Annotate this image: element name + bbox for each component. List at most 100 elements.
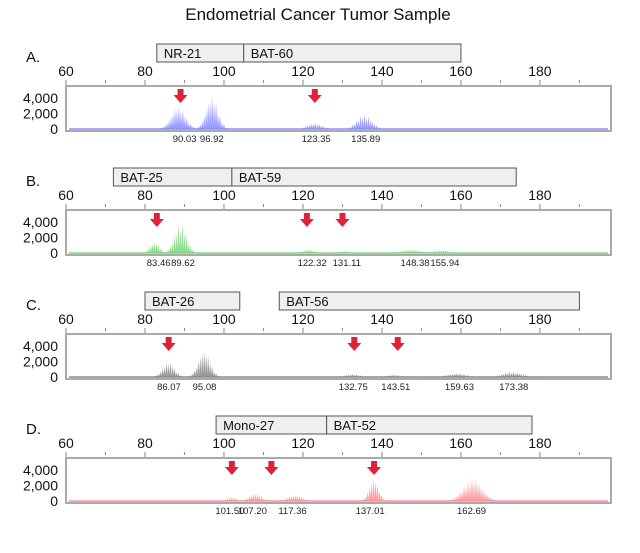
peak-spike	[394, 375, 398, 377]
peak-spike	[347, 374, 350, 377]
peak-spike	[492, 499, 495, 501]
peak-spike	[165, 362, 168, 377]
x-tick-label: 180	[528, 311, 552, 327]
peak-spike	[492, 376, 495, 377]
peak-spike	[195, 128, 198, 129]
peak-spike	[313, 250, 317, 253]
peak-spike	[302, 127, 305, 129]
peak-spike	[357, 119, 360, 129]
marker-box	[326, 415, 533, 435]
peak-spike	[391, 374, 394, 377]
peak-spike	[173, 234, 176, 253]
peak-spike	[171, 113, 175, 129]
peak-spike	[434, 250, 437, 253]
marker-label: BAT-26	[152, 294, 194, 309]
peak-spike	[173, 367, 176, 377]
peak-spike	[191, 373, 194, 377]
peak-spike	[498, 375, 501, 377]
peak-spike	[199, 356, 202, 377]
peak-spike	[199, 124, 202, 129]
peak-spike	[306, 499, 309, 501]
peak-spike	[411, 249, 414, 253]
peak-spike	[402, 376, 406, 377]
plot-area	[65, 333, 612, 380]
peak-spike	[376, 483, 379, 501]
peak-spike	[419, 251, 422, 253]
peak-spike	[364, 496, 367, 501]
plot-area	[65, 209, 612, 256]
peak-spike	[382, 498, 385, 501]
arrow-down-icon	[264, 461, 279, 475]
peak-spike	[462, 374, 466, 377]
peak-spike	[528, 375, 531, 377]
peak-size-label: 89.62	[171, 258, 195, 269]
peak-spike	[468, 375, 472, 377]
peak-spike	[299, 251, 303, 253]
peak-spike	[181, 376, 184, 377]
peak-spike	[185, 117, 189, 129]
peak-spike	[294, 495, 297, 501]
peak-spike	[169, 116, 173, 129]
peak-spike	[228, 497, 231, 501]
peak-spike	[171, 242, 174, 253]
x-tick-label: 160	[449, 435, 473, 451]
peak-spike	[347, 251, 350, 253]
peak-spike	[252, 493, 255, 501]
peak-spike	[385, 375, 388, 377]
peak-spike	[510, 372, 513, 377]
peak-spike	[167, 249, 170, 253]
x-tick-label: 160	[449, 187, 473, 203]
peak-size-label: 122.32	[298, 258, 327, 269]
peak-spike	[304, 499, 307, 501]
peak-spike	[504, 372, 507, 377]
y-tick-label: 0	[50, 245, 58, 261]
peak-spike	[179, 111, 183, 129]
marker-label: Mono-27	[223, 418, 274, 433]
peak-spike	[365, 117, 368, 129]
peak-spike	[417, 250, 420, 253]
peak-spike	[391, 252, 395, 253]
peak-spike	[374, 481, 377, 501]
peak-spike	[214, 373, 218, 377]
peak-spike	[373, 124, 376, 129]
peak-spike	[298, 128, 301, 129]
plot-area	[65, 85, 612, 132]
peak-spike	[302, 497, 305, 501]
peak-size-label: 173.38	[499, 382, 528, 393]
y-tick-label: 0	[50, 493, 58, 509]
peak-spike	[167, 120, 171, 129]
arrow-down-icon	[347, 337, 362, 351]
peak-spike	[214, 102, 218, 129]
peak-spike	[179, 375, 182, 377]
peak-spike	[458, 491, 462, 501]
peak-size-label: 86.07	[157, 382, 181, 393]
peak-spike	[450, 251, 453, 253]
x-tick-label: 140	[370, 435, 394, 451]
peak-spike	[230, 497, 233, 501]
peak-spike	[145, 250, 148, 253]
peak-spike	[206, 356, 210, 377]
peak-spike	[203, 351, 206, 377]
peak-size-label: 148.38	[401, 258, 430, 269]
peak-spike	[310, 123, 313, 129]
peak-spike	[381, 376, 384, 377]
x-tick-label: 120	[291, 311, 315, 327]
peak-spike	[359, 115, 362, 129]
peak-spike	[449, 374, 452, 377]
peak-spike	[518, 373, 521, 377]
peak-size-label: 162.69	[457, 506, 486, 517]
peak-spike	[212, 371, 216, 377]
peak-spike	[351, 252, 354, 253]
y-tick-label: 4,000	[23, 462, 58, 478]
marker-label: BAT-25	[120, 170, 162, 185]
peak-spike	[315, 251, 318, 253]
peak-spike	[155, 243, 158, 253]
peak-spike	[381, 128, 384, 129]
peak-spike	[292, 495, 295, 501]
peak-spike	[502, 374, 505, 377]
peak-spike	[488, 496, 491, 501]
peak-spike	[248, 496, 251, 501]
peak-spike	[451, 498, 454, 501]
peak-spike	[508, 371, 511, 377]
peak-spike	[179, 229, 182, 253]
